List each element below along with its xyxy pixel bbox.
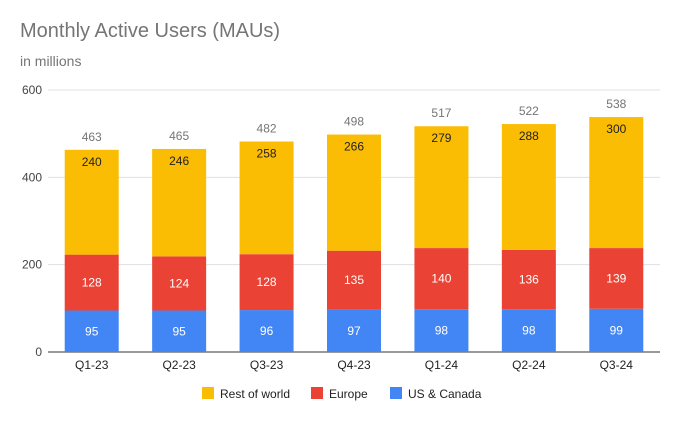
bar-segment <box>501 309 556 352</box>
x-tick-label: Q3-24 <box>600 358 634 372</box>
legend-label: US & Canada <box>408 387 482 401</box>
bar-segment <box>501 249 556 310</box>
y-tick-label: 0 <box>35 345 42 359</box>
data-label: 98 <box>435 324 449 338</box>
data-label: 99 <box>610 323 624 337</box>
legend-label: Europe <box>329 387 368 401</box>
bar-segment <box>414 248 469 310</box>
total-label: 482 <box>257 122 277 136</box>
data-label: 136 <box>519 273 539 287</box>
bar-segment <box>414 309 469 352</box>
bar-segment <box>589 117 644 249</box>
total-label: 465 <box>169 129 189 143</box>
data-label: 97 <box>347 324 361 338</box>
bar-segment <box>152 148 207 257</box>
bar-segment <box>327 134 381 251</box>
bar-segment <box>589 308 644 352</box>
data-label: 135 <box>344 273 364 287</box>
bar-segment <box>152 256 207 311</box>
data-label: 96 <box>260 324 274 338</box>
y-tick-label: 400 <box>22 170 42 184</box>
data-label: 98 <box>522 324 536 338</box>
total-label: 463 <box>82 130 102 144</box>
data-label: 124 <box>169 276 189 290</box>
total-label: 538 <box>606 97 626 111</box>
data-label: 95 <box>172 324 186 338</box>
bar-segment <box>239 310 294 352</box>
data-label: 128 <box>82 276 102 290</box>
bar-segment <box>239 141 294 255</box>
bar-segment <box>589 248 644 309</box>
x-tick-label: Q1-23 <box>75 358 109 372</box>
bar-segment <box>414 126 469 249</box>
chart-subtitle: in millions <box>20 53 82 69</box>
chart-title: Monthly Active Users (MAUs) <box>20 20 281 42</box>
data-label: 300 <box>606 122 626 136</box>
data-label: 240 <box>82 155 102 169</box>
data-label: 258 <box>257 147 277 161</box>
legend-swatch <box>311 387 323 399</box>
bar-segment <box>327 309 381 352</box>
total-label: 517 <box>431 106 451 120</box>
data-label: 246 <box>169 154 189 168</box>
data-label: 288 <box>519 129 539 143</box>
data-label: 95 <box>85 324 99 338</box>
bar-segment <box>64 254 119 311</box>
y-tick-label: 600 <box>22 83 42 97</box>
legend-label: Rest of world <box>220 387 290 401</box>
legend-swatch <box>202 387 214 399</box>
x-tick-label: Q3-23 <box>250 358 284 372</box>
bar-segment <box>152 310 207 352</box>
data-label: 139 <box>606 271 626 285</box>
total-label: 522 <box>519 104 539 118</box>
bar-segment <box>64 149 119 255</box>
x-tick-label: Q2-23 <box>162 358 196 372</box>
bar-segment <box>327 250 381 310</box>
x-tick-label: Q1-24 <box>425 358 459 372</box>
data-label: 140 <box>431 272 451 286</box>
bar-segment <box>501 124 556 250</box>
data-label: 128 <box>257 275 277 289</box>
x-tick-label: Q4-23 <box>337 358 371 372</box>
total-label: 498 <box>344 115 364 129</box>
bar-segment <box>64 310 119 352</box>
y-tick-label: 200 <box>22 258 42 272</box>
bar-segment <box>239 254 294 311</box>
x-tick-label: Q2-24 <box>512 358 546 372</box>
data-label: 266 <box>344 140 364 154</box>
legend-swatch <box>390 387 402 399</box>
data-label: 279 <box>431 131 451 145</box>
